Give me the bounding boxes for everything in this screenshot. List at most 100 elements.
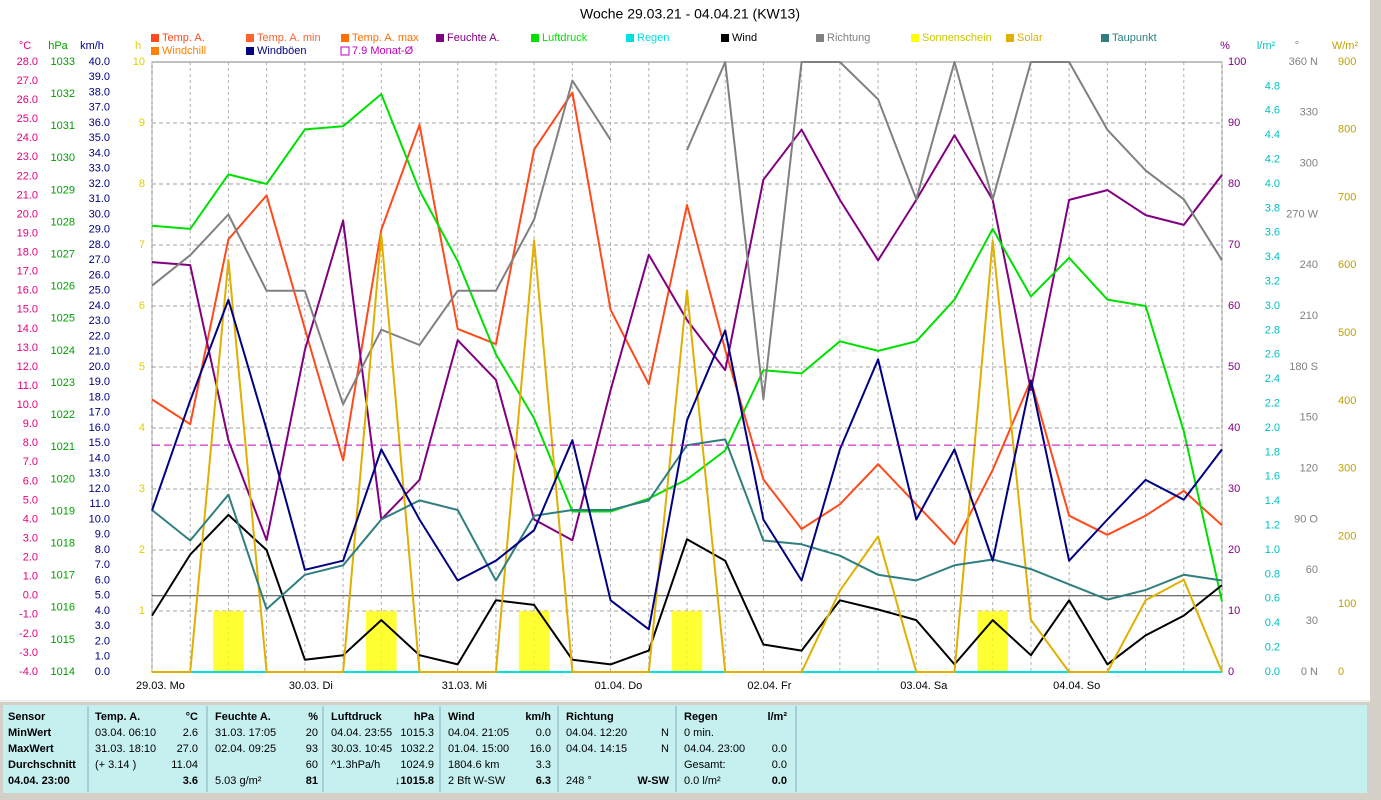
y-tick-label: 90 O [1294,513,1318,525]
y-tick-label: 27.0 [89,254,110,266]
y-tick-label: 10 [1228,605,1240,617]
y-tick-label: 1023 [51,377,75,389]
y-tick-label: 5 [139,361,145,373]
y-tick-label: 800 [1338,124,1356,136]
y-tick-label: 4.4 [1265,129,1280,141]
y-tick-label: 23.0 [17,151,38,163]
series-line [151,128,1223,542]
y-tick-label: 14.0 [17,323,38,335]
legend-swatch [1101,34,1109,42]
y-tick-label: 1.8 [1265,446,1280,458]
y-tick-label: 3.0 [95,620,110,632]
y-tick-label: 3 [139,483,145,495]
y-tick-label: 39.0 [89,71,110,83]
x-tick-label: 02.04. Fr [747,680,791,692]
y-tick-label: 2.0 [95,635,110,647]
stats-cell-value: W-SW [637,775,669,787]
y-tick-label: 21.0 [17,189,38,201]
legend-swatch [246,47,254,55]
y-tick-label: 33.0 [89,163,110,175]
y-tick-label: 500 [1338,327,1356,339]
stats-cell-label: 04.04. 23:55 [331,727,392,739]
y-tick-label: 1030 [51,152,75,164]
y-tick-label: 24.0 [17,132,38,144]
stats-cell-label: 02.04. 09:25 [215,743,276,755]
y-tick-label: 14.0 [89,452,110,464]
y-tick-label: 0.0 [23,590,38,602]
y-tick-label: 12.0 [17,361,38,373]
y-tick-label: 1025 [51,313,75,325]
stats-column-title: Luftdruck [331,711,383,723]
sunshine-bar [213,611,244,672]
y-tick-label: 4.0 [1265,178,1280,190]
y-tick-label: 1026 [51,281,75,293]
y-tick-label: 26.0 [17,94,38,106]
y-tick-label: 0 N [1301,666,1318,678]
y-tick-label: 1.0 [23,571,38,583]
y-tick-label: 1020 [51,473,75,485]
y-tick-label: 300 [1300,158,1318,170]
axis-unit: km/h [80,40,104,52]
y-tick-label: 4.8 [1265,80,1280,92]
y-tick-label: 15.0 [17,304,38,316]
y-tick-label: 3.0 [23,532,38,544]
y-tick-label: 32.0 [89,178,110,190]
axis-unit: ° [1295,40,1299,52]
legend-swatch [721,34,729,42]
y-tick-label: 30 [1228,483,1240,495]
y-tick-label: 1014 [51,666,75,678]
legend-swatch [246,34,254,42]
y-tick-label: 15.0 [89,437,110,449]
legend-swatch [341,34,349,42]
legend-label: Windböen [257,45,307,57]
stats-cell-label: 0.0 l/m² [684,775,721,787]
stats-cell-value: 81 [306,775,318,787]
y-tick-label: 20.0 [17,208,38,220]
y-tick-label: 1032 [51,88,75,100]
series-line [151,61,1223,406]
y-tick-label: 19.0 [17,227,38,239]
x-tick-label: 31.03. Mi [442,680,487,692]
legend-label: Regen [637,32,669,44]
y-tick-label: 1019 [51,505,75,517]
y-tick-label: 7 [139,239,145,251]
y-tick-label: 1022 [51,409,75,421]
y-tick-label: 20.0 [89,361,110,373]
x-tick-label: 03.04. Sa [900,680,948,692]
axis-unit: h [135,40,141,52]
y-tick-label: 2 [139,544,145,556]
stats-row-label: MaxWert [8,743,54,755]
y-tick-label: 1.2 [1265,520,1280,532]
y-tick-label: 3.6 [1265,227,1280,239]
legend-label: Wind [732,32,757,44]
y-tick-label: 330 [1300,107,1318,119]
y-tick-label: 17.0 [17,266,38,278]
y-tick-label: 10.0 [17,399,38,411]
y-tick-label: 0 [1338,666,1344,678]
y-tick-label: 6 [139,300,145,312]
stats-cell-value: 0.0 [772,759,787,771]
y-tick-label: 200 [1338,530,1356,542]
axis-unit: l/m² [1257,40,1276,52]
y-tick-label: 0.0 [1265,666,1280,678]
stats-cell-value: 16.0 [530,743,551,755]
y-tick-label: 27.0 [17,75,38,87]
y-tick-label: 1.4 [1265,495,1280,507]
y-tick-label: 2.4 [1265,373,1280,385]
y-tick-label: 10 [133,56,145,68]
y-tick-label: 3.0 [1265,300,1280,312]
stats-row-label: MinWert [8,727,52,739]
y-tick-label: 0.0 [95,666,110,678]
y-tick-label: 3.4 [1265,251,1280,263]
y-tick-label: 1.0 [95,651,110,663]
y-tick-label: 22.0 [17,170,38,182]
y-tick-label: 24.0 [89,300,110,312]
y-tick-label: 4 [139,422,145,434]
stats-panel [3,705,1367,793]
legend-swatch [1006,34,1014,42]
legend-label: Richtung [827,32,870,44]
stats-cell-label: 04.04. 14:15 [566,743,627,755]
y-tick-label: 60 [1306,564,1318,576]
stats-cell-value: 6.3 [536,775,551,787]
y-tick-label: 8.0 [23,437,38,449]
